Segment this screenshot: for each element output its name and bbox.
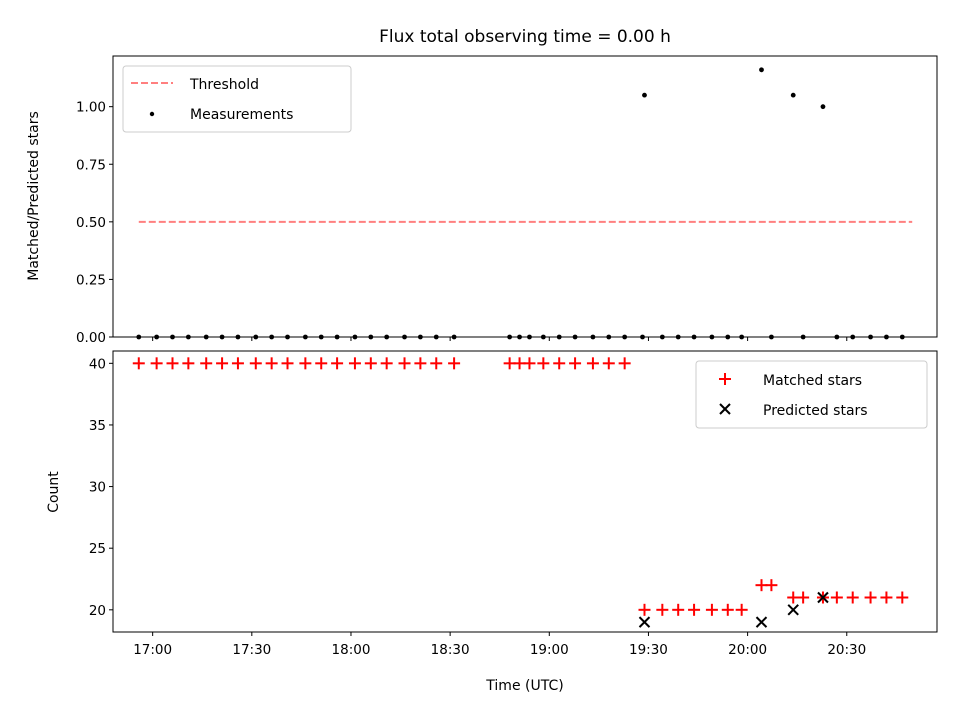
matched-star-point xyxy=(721,603,734,616)
y-tick-label: 20 xyxy=(89,603,106,619)
bottom-y-axis-label: Count xyxy=(46,471,62,513)
matched-star-point xyxy=(150,357,163,370)
x-tick-label: 19:30 xyxy=(629,642,668,658)
bottom-x-ticks: 17:00 17:30 18:00 18:30 19:00 19:30 20:00 20:30 xyxy=(133,632,866,658)
matched-star-point xyxy=(618,357,631,370)
matched-star-point xyxy=(132,357,145,370)
y-tick-label: 0.50 xyxy=(76,215,106,231)
bottom-axes-frame xyxy=(112,350,938,633)
matched-star-point xyxy=(315,357,328,370)
matched-star-point xyxy=(281,357,294,370)
y-tick-label: 0.00 xyxy=(76,330,106,346)
x-tick-label: 18:00 xyxy=(332,642,371,658)
matched-star-point xyxy=(735,603,748,616)
bottom-legend-box xyxy=(695,360,928,429)
matched-star-point xyxy=(166,357,179,370)
matched-star-point xyxy=(656,603,669,616)
top-y-ticks: 0.00 0.25 0.50 0.75 1.00 xyxy=(76,100,113,346)
matched-star-point xyxy=(638,603,651,616)
matched-star-point xyxy=(216,357,229,370)
predicted-star-point xyxy=(787,604,799,616)
matched-star-point xyxy=(231,357,244,370)
legend-predicted-swatch xyxy=(719,403,731,415)
matched-star-point xyxy=(830,591,843,604)
top-x-ticks xyxy=(152,337,848,341)
matched-star-point xyxy=(182,357,195,370)
predicted-star-point xyxy=(817,591,829,604)
y-tick-label: 35 xyxy=(89,418,106,434)
y-tick-label: 1.00 xyxy=(76,100,106,116)
matched-star-point xyxy=(364,357,377,370)
predicted-star-point xyxy=(755,616,768,628)
matched-star-point xyxy=(414,357,427,370)
legend-matched-label: Matched stars xyxy=(763,373,862,389)
measurement-point xyxy=(790,92,796,98)
legend-predicted-label: Predicted stars xyxy=(763,403,868,419)
bottom-plot-marks xyxy=(132,357,909,628)
matched-star-point xyxy=(846,591,859,604)
predicted-star-point xyxy=(638,616,651,628)
x-tick-label: 20:00 xyxy=(728,642,767,658)
matched-star-point xyxy=(299,357,312,370)
y-tick-label: 40 xyxy=(89,356,106,372)
y-tick-label: 0.25 xyxy=(76,272,106,288)
matched-star-point xyxy=(569,357,582,370)
top-legend: Threshold Measurements xyxy=(122,65,352,133)
matched-star-point xyxy=(348,357,361,370)
matched-star-point xyxy=(200,357,213,370)
x-tick-label: 19:00 xyxy=(530,642,569,658)
matched-star-point xyxy=(553,357,566,370)
matched-star-point xyxy=(380,357,393,370)
matched-star-point xyxy=(864,591,877,604)
matched-star-point xyxy=(688,603,701,616)
matched-star-point xyxy=(265,357,278,370)
matched-star-point xyxy=(249,357,262,370)
legend-threshold-label: Threshold xyxy=(189,77,259,93)
matched-star-point xyxy=(880,591,893,604)
x-tick-label: 17:00 xyxy=(133,642,172,658)
matched-star-point xyxy=(586,357,599,370)
legend-measurements-label: Measurements xyxy=(190,107,293,123)
y-tick-label: 0.75 xyxy=(76,157,106,173)
measurement-point xyxy=(642,92,647,98)
top-y-axis-label: Matched/Predicted stars xyxy=(26,111,42,281)
top-panel: Flux total observing time = 0.00 h Match… xyxy=(26,27,938,346)
measurement-point xyxy=(820,104,826,110)
matched-star-point xyxy=(602,357,615,370)
matched-star-point xyxy=(705,603,718,616)
x-tick-label: 17:30 xyxy=(232,642,271,658)
matched-star-point xyxy=(398,357,411,370)
bottom-panel: Count Time (UTC) 20 25 30 35 40 17:00 17:30 18… xyxy=(46,350,938,694)
top-axes-frame xyxy=(112,55,938,338)
matched-star-point xyxy=(672,603,685,616)
x-axis-label: Time (UTC) xyxy=(485,678,563,694)
chart-title: Flux total observing time = 0.00 h xyxy=(379,27,671,47)
bottom-legend: Matched stars Predicted stars xyxy=(695,360,928,429)
legend-measurements-swatch xyxy=(149,111,155,117)
matched-star-point xyxy=(523,357,536,370)
y-tick-label: 30 xyxy=(89,480,106,496)
matched-star-point xyxy=(537,357,550,370)
x-tick-label: 18:30 xyxy=(431,642,470,658)
bottom-y-ticks: 20 25 30 35 40 xyxy=(89,356,113,619)
measurement-point xyxy=(759,67,764,73)
y-tick-label: 25 xyxy=(89,541,106,557)
matched-star-point xyxy=(765,579,778,592)
matched-star-point xyxy=(448,357,461,370)
legend-matched-swatch xyxy=(719,373,731,385)
matched-star-point xyxy=(797,591,810,604)
matched-star-point xyxy=(430,357,443,370)
matched-star-point xyxy=(896,591,909,604)
matched-star-point xyxy=(331,357,344,370)
x-tick-label: 20:30 xyxy=(827,642,866,658)
top-legend-box xyxy=(122,65,352,133)
